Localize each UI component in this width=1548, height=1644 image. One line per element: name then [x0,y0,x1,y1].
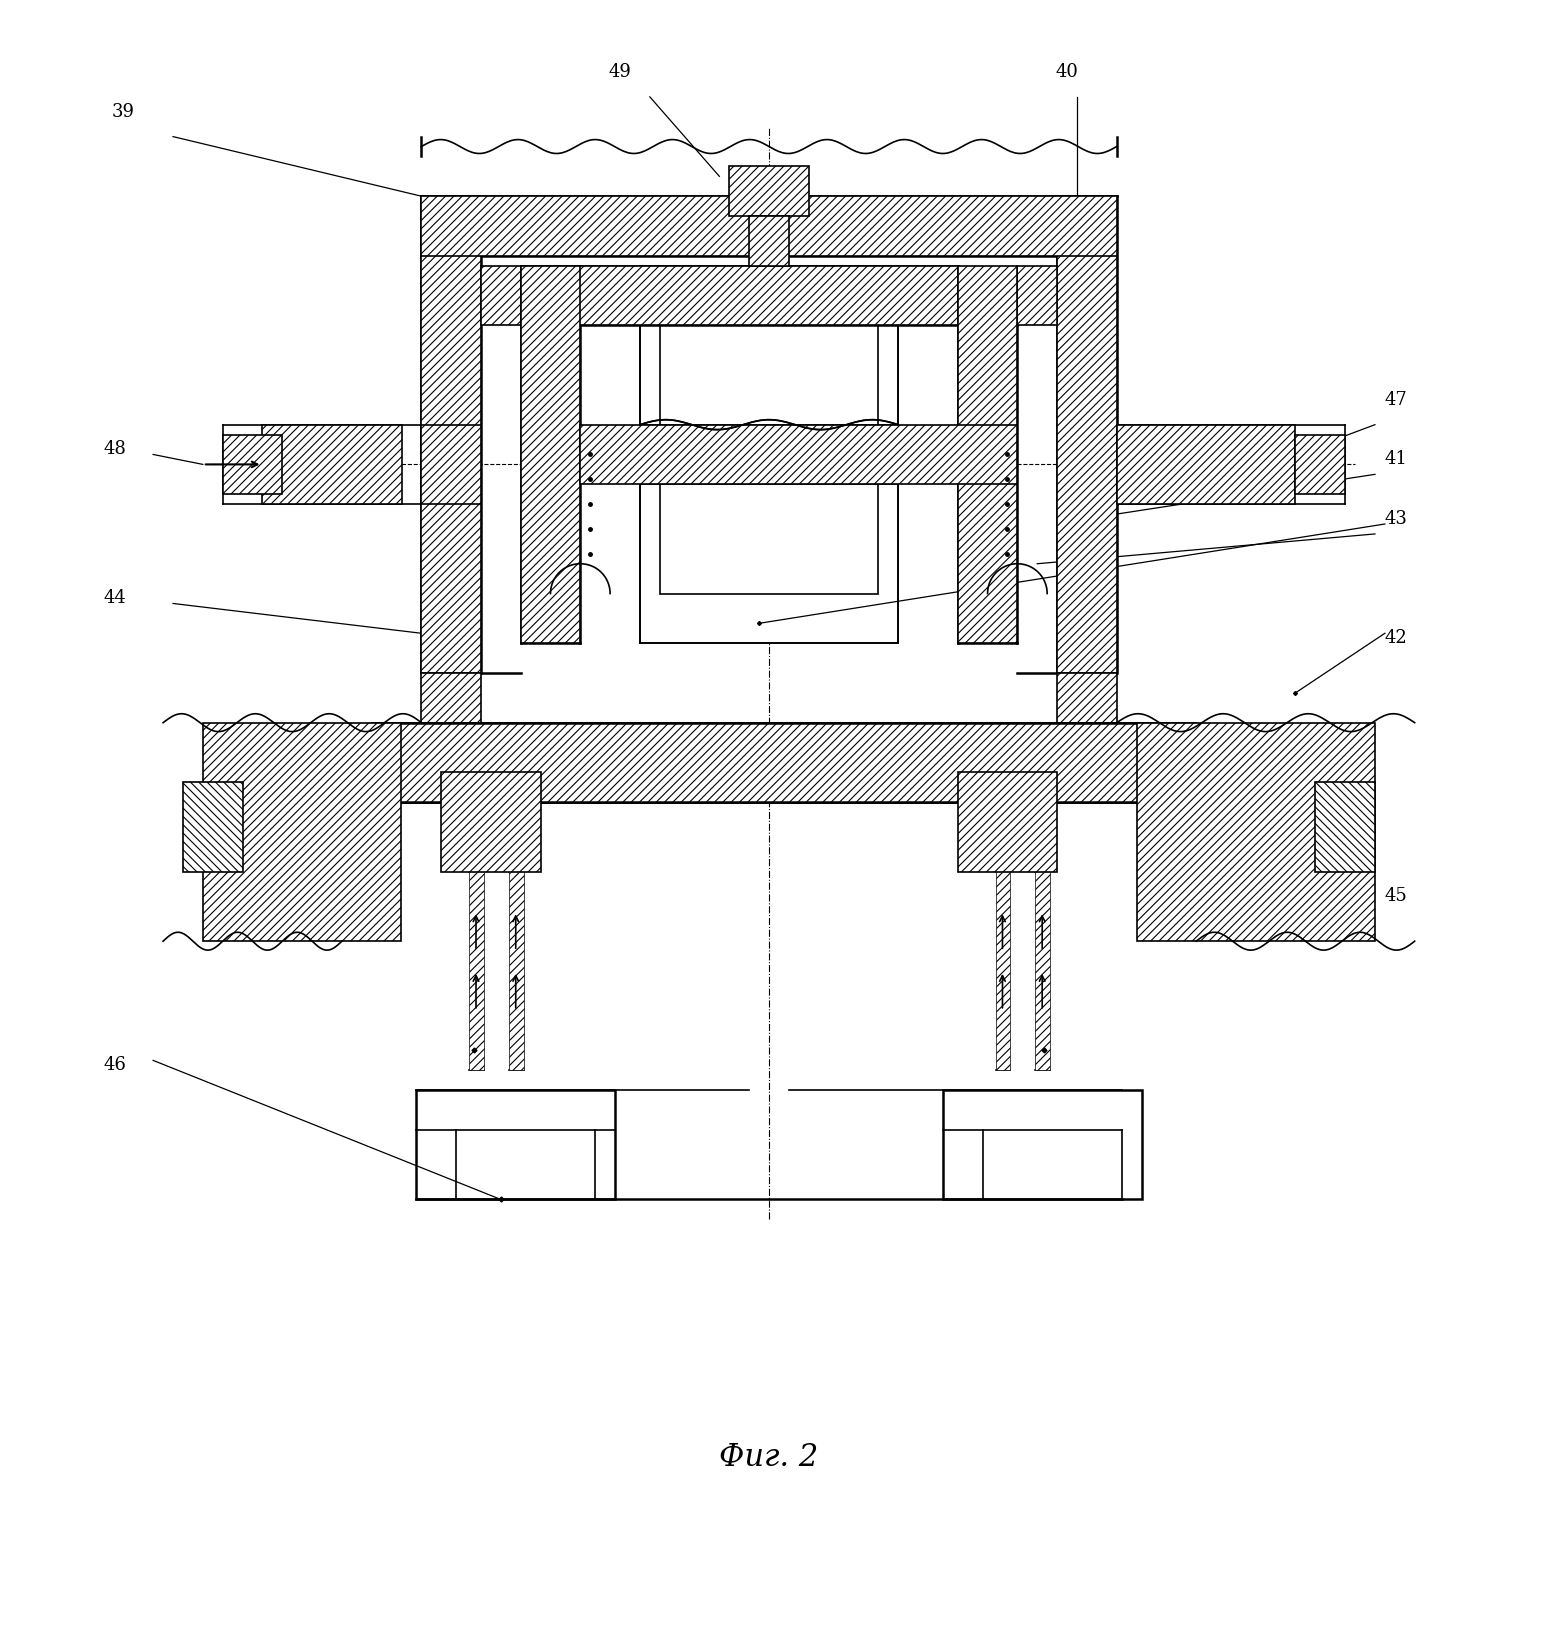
Bar [729,166,808,215]
Bar [1116,424,1296,505]
Bar [223,434,282,495]
Bar [469,871,485,1070]
Bar [481,723,1057,802]
Bar [958,266,1017,643]
Text: 43: 43 [1385,510,1407,528]
Bar [520,266,958,326]
Text: 48: 48 [104,441,127,459]
Bar [203,723,401,942]
Bar [1057,672,1116,723]
Bar [943,1090,1141,1200]
Bar [520,723,958,802]
Bar [639,266,898,326]
Bar [995,871,1011,1070]
Bar [382,723,502,802]
Bar [421,672,481,723]
Bar [580,424,1017,485]
Bar [1316,783,1375,871]
Text: 41: 41 [1385,450,1407,469]
Text: 40: 40 [1056,62,1079,81]
Bar [481,723,1057,802]
Text: 45: 45 [1385,888,1407,906]
Text: 49: 49 [608,62,632,81]
Bar [481,266,520,326]
Bar [421,424,481,505]
Bar [580,723,1017,802]
Text: 44: 44 [104,590,127,608]
Bar [481,723,1057,802]
Bar [441,773,540,871]
Bar [372,723,1166,802]
Bar [978,792,1037,852]
Bar [421,196,481,672]
Bar [183,783,243,871]
Bar [509,871,523,1070]
Bar [1296,434,1345,495]
Bar [1017,266,1057,326]
Bar [659,316,878,593]
Bar [639,266,898,643]
Bar [372,723,1166,802]
Bar [639,424,898,485]
Text: 39: 39 [111,102,135,120]
Bar [421,196,1116,256]
Bar [416,1090,615,1200]
Bar [263,424,401,505]
Bar [1136,723,1375,942]
Bar [461,792,520,852]
Bar [1036,871,1050,1070]
Bar [639,723,898,802]
Text: 42: 42 [1385,630,1407,648]
Bar [958,773,1057,871]
Text: 47: 47 [1385,391,1407,409]
Bar [1077,723,1197,802]
Text: 46: 46 [104,1057,127,1074]
Bar [382,723,1156,802]
Text: Фиг. 2: Фиг. 2 [720,1442,819,1473]
Bar [1057,196,1116,672]
Bar [749,215,789,266]
Bar [520,266,580,643]
